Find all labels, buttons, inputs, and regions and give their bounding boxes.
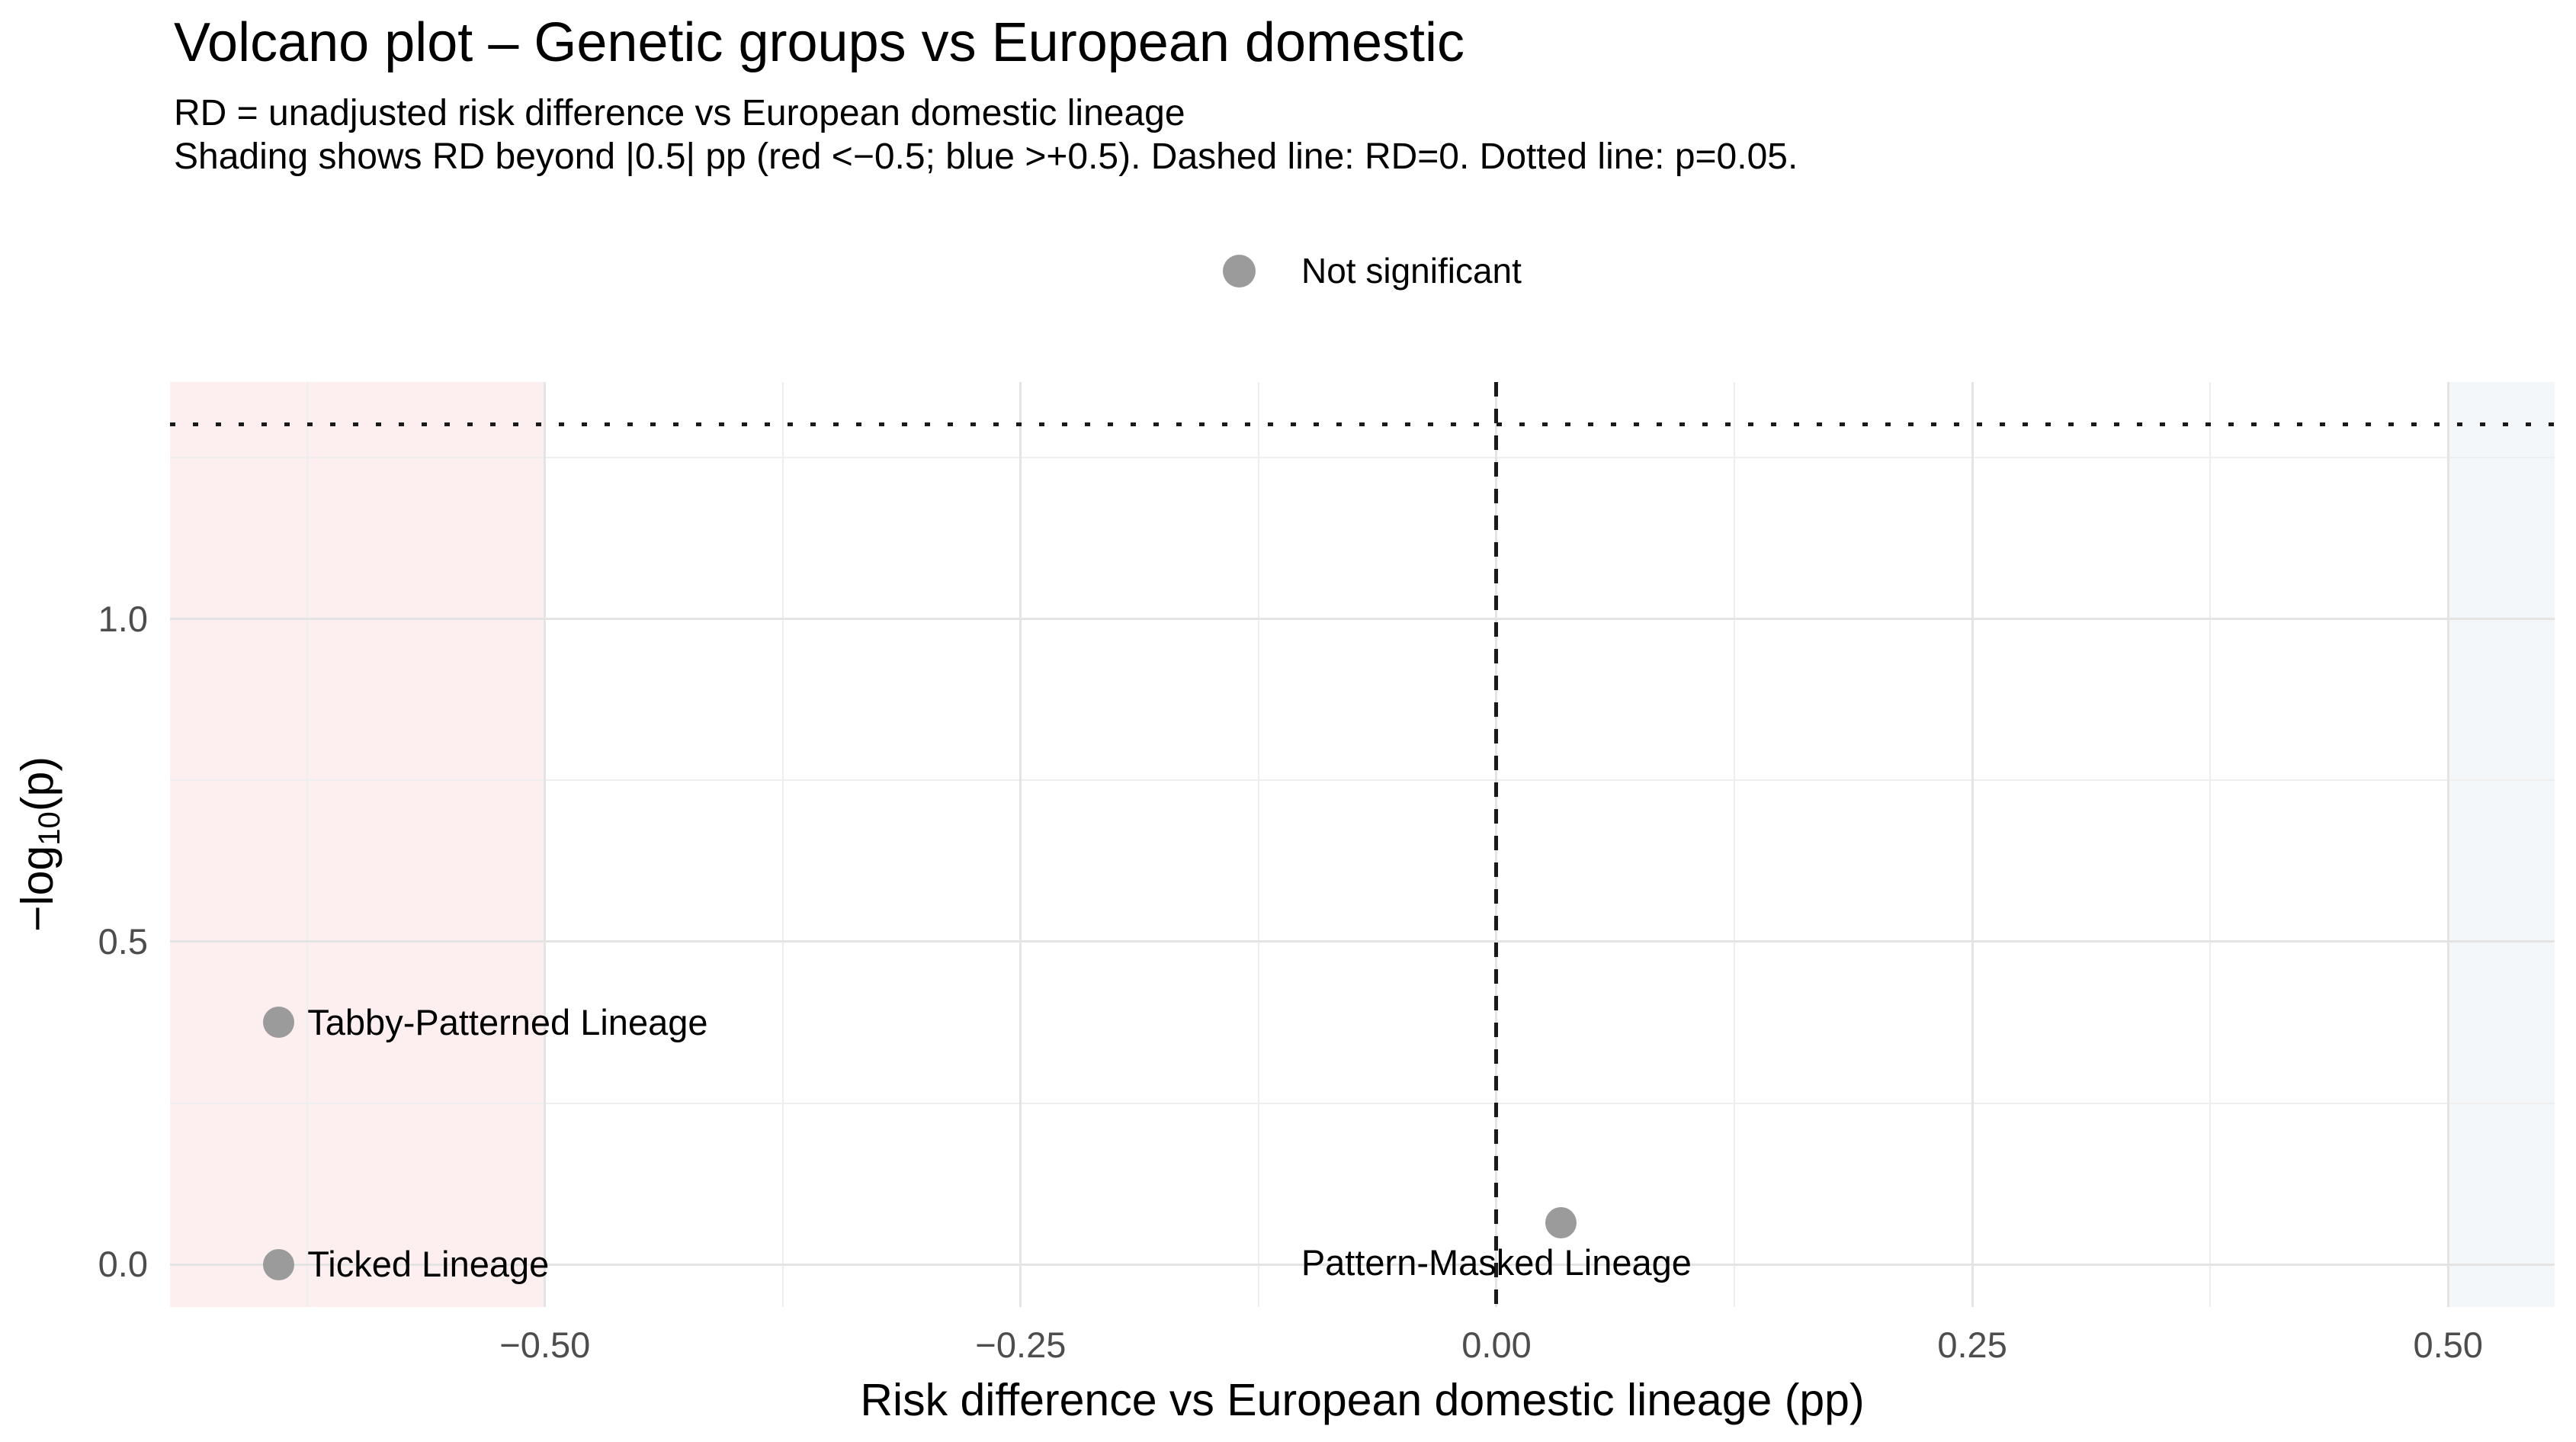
plot-subtitle-line2: Shading shows RD beyond |0.5| pp (red <−… xyxy=(174,136,1798,177)
gridline-y-major xyxy=(170,940,2555,943)
x-tick-label: 0.25 xyxy=(1937,1325,2007,1365)
gridline-x-minor xyxy=(781,382,784,1307)
gridline-x-major xyxy=(1971,382,1974,1307)
x-tick-label: 0.00 xyxy=(1461,1325,1532,1365)
reference-hline-dotted xyxy=(170,422,2555,427)
gridline-x-minor xyxy=(306,382,308,1307)
gridline-x-minor xyxy=(2209,382,2212,1307)
shaded-region-blue-positive xyxy=(2448,382,2555,1307)
plot-panel: Tabby-Patterned Lineage Ticked Lineage Pat… xyxy=(170,382,2555,1307)
data-point xyxy=(262,1007,294,1039)
legend: Not significant xyxy=(1223,251,1522,291)
gridline-x-minor xyxy=(1257,382,1259,1307)
plot-title: Volcano plot – Genetic groups vs Europea… xyxy=(174,12,1465,73)
y-tick-label: 1.0 xyxy=(98,598,148,639)
data-point-label: Ticked Lineage xyxy=(307,1244,550,1285)
shaded-region-red-negative xyxy=(170,382,545,1307)
x-tick-label: 0.50 xyxy=(2413,1325,2483,1365)
y-tick-label: 0.5 xyxy=(98,920,148,962)
x-axis-title: Risk difference vs European domestic lin… xyxy=(860,1375,1865,1425)
legend-label: Not significant xyxy=(1301,251,1522,291)
reference-vline-dashed xyxy=(1494,382,1499,1307)
gridline-y-minor xyxy=(170,779,2555,782)
gridline-y-minor xyxy=(170,1102,2555,1104)
y-tick-label: 0.0 xyxy=(98,1244,148,1285)
gridline-x-major xyxy=(2446,382,2449,1307)
data-point xyxy=(1545,1206,1577,1238)
y-axis-tick-labels: 0.0 0.5 1.0 xyxy=(0,382,148,1307)
gridline-y-minor xyxy=(170,457,2555,459)
gridline-x-minor xyxy=(1734,382,1736,1307)
gridline-x-major xyxy=(544,382,547,1307)
data-point-label: Pattern-Masked Lineage xyxy=(1301,1242,1692,1283)
data-point-label: Tabby-Patterned Lineage xyxy=(307,1001,708,1042)
legend-marker-not-significant xyxy=(1223,254,1256,287)
x-axis-tick-labels: −0.50 −0.25 0.00 0.25 0.50 xyxy=(170,1325,2555,1365)
gridline-y-major xyxy=(170,618,2555,621)
x-tick-label: −0.50 xyxy=(499,1325,591,1365)
gridline-y-major xyxy=(170,1263,2555,1266)
gridline-x-major xyxy=(1019,382,1022,1307)
x-tick-label: −0.25 xyxy=(975,1325,1067,1365)
data-point xyxy=(262,1248,294,1280)
plot-subtitle-line1: RD = unadjusted risk difference vs Europ… xyxy=(174,93,1185,133)
